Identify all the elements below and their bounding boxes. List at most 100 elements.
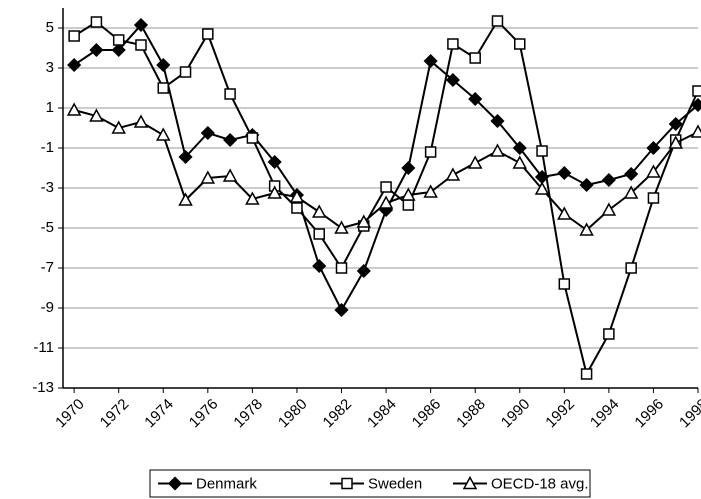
marker	[178, 192, 193, 206]
x-tick-label: 1976	[186, 396, 222, 432]
marker	[133, 114, 149, 128]
marker	[200, 170, 216, 184]
marker	[135, 39, 147, 51]
marker	[156, 57, 171, 73]
marker	[445, 167, 461, 181]
marker	[469, 52, 481, 64]
marker	[245, 191, 260, 205]
legend-marker	[167, 476, 183, 491]
marker	[200, 125, 215, 141]
x-tick-label: 1972	[97, 396, 133, 432]
legend-label: Sweden	[368, 475, 422, 492]
marker	[267, 185, 282, 199]
marker	[178, 149, 193, 165]
marker	[467, 155, 483, 169]
marker	[692, 85, 701, 97]
x-tick-label: 1974	[141, 396, 177, 432]
marker	[580, 368, 593, 380]
marker	[646, 140, 661, 156]
marker	[291, 202, 303, 214]
marker	[601, 202, 617, 216]
marker	[311, 204, 327, 218]
marker	[66, 102, 82, 116]
marker	[202, 28, 214, 40]
x-tick-label: 1984	[364, 396, 400, 432]
y-tick-label: -1	[41, 139, 54, 156]
marker	[111, 120, 126, 134]
marker	[603, 328, 615, 340]
marker	[356, 214, 372, 228]
legend-label: Denmark	[196, 475, 257, 492]
marker	[512, 140, 527, 156]
y-tick-label: 1	[46, 99, 54, 116]
marker	[267, 154, 282, 170]
x-tick-label: 1992	[542, 396, 578, 432]
marker	[378, 195, 394, 209]
marker	[557, 165, 572, 181]
marker	[512, 155, 528, 169]
x-tick-label: 1982	[320, 396, 356, 432]
marker	[536, 145, 548, 157]
y-tick-label: -11	[33, 339, 54, 356]
marker	[90, 16, 103, 28]
marker	[246, 132, 259, 144]
marker	[133, 17, 149, 33]
marker	[447, 38, 459, 50]
marker	[646, 164, 661, 178]
marker	[624, 166, 639, 182]
marker	[312, 258, 327, 274]
marker	[334, 302, 349, 318]
marker	[356, 263, 371, 279]
x-tick-label: 1988	[453, 396, 489, 432]
marker	[423, 53, 438, 69]
marker	[668, 116, 683, 132]
marker	[112, 34, 125, 46]
x-tick-label: 1980	[275, 396, 311, 432]
marker	[490, 143, 505, 157]
x-tick-label: 1998	[676, 396, 701, 432]
marker	[423, 184, 438, 198]
marker	[690, 124, 701, 138]
marker	[179, 66, 192, 78]
marker	[155, 127, 171, 141]
y-tick-label: -3	[41, 179, 54, 196]
x-tick-label: 1994	[587, 396, 623, 432]
marker	[491, 15, 504, 27]
x-tick-label: 1996	[631, 396, 667, 432]
marker	[222, 168, 238, 182]
marker	[68, 30, 80, 42]
marker	[67, 57, 82, 73]
x-tick-label: 1978	[230, 396, 266, 432]
marker	[557, 206, 572, 220]
y-tick-label: 3	[46, 59, 54, 76]
marker	[490, 113, 505, 129]
marker	[401, 187, 416, 201]
marker	[313, 228, 325, 240]
marker	[224, 88, 236, 100]
marker	[89, 42, 104, 58]
marker	[111, 42, 126, 58]
marker	[402, 199, 415, 211]
marker	[424, 146, 437, 158]
marker	[668, 135, 683, 149]
marker	[380, 181, 392, 193]
marker	[335, 262, 348, 274]
x-tick-label: 1990	[498, 396, 534, 432]
legend-marker	[462, 475, 478, 490]
marker	[647, 192, 660, 204]
marker	[579, 222, 594, 236]
marker	[289, 189, 305, 203]
marker	[334, 220, 349, 234]
marker	[445, 72, 460, 88]
x-tick-label: 1986	[409, 396, 445, 432]
marker	[401, 160, 416, 176]
marker	[223, 132, 238, 148]
marker	[534, 181, 550, 195]
marker	[579, 177, 594, 193]
y-tick-label: -5	[41, 219, 54, 236]
y-tick-label: -13	[32, 379, 54, 396]
marker	[157, 82, 170, 94]
marker	[89, 108, 104, 122]
marker	[601, 172, 616, 188]
